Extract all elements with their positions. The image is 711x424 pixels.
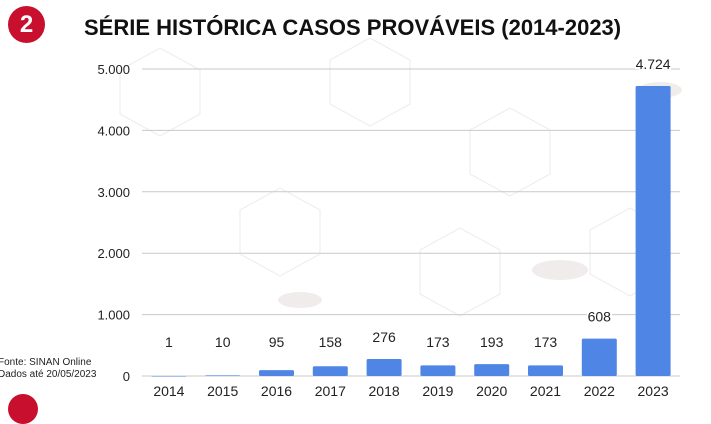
bar-2014 [151, 375, 187, 377]
value-label: 95 [269, 334, 285, 350]
value-label-halo: 608 [588, 309, 612, 325]
x-tick-label: 2018 [369, 383, 400, 399]
value-label-halo: 95 [269, 334, 285, 350]
y-tick-label: 1.000 [97, 308, 130, 323]
y-tick-label: 2.000 [97, 246, 130, 261]
x-tick-label: 2023 [638, 383, 669, 399]
x-tick-label: 2017 [315, 383, 346, 399]
chart-bars [151, 85, 671, 377]
x-tick-label: 2014 [153, 383, 184, 399]
x-tick-label: 2021 [530, 383, 561, 399]
bar-2015 [205, 375, 241, 376]
section-number-badge: 2 [8, 6, 45, 43]
value-label-halo: 276 [372, 329, 396, 345]
y-tick-label: 5.000 [97, 62, 130, 77]
y-axis-ticks: 0 1.000 2.000 3.000 4.000 5.000 [97, 62, 130, 384]
bar-2019 [420, 365, 456, 376]
chart-grid [142, 68, 680, 377]
value-label: 1 [165, 334, 173, 350]
bar-2021 [528, 365, 563, 376]
x-tick-label: 2019 [422, 383, 453, 399]
value-label-halo: 193 [480, 334, 504, 350]
bar-2018 [366, 359, 402, 376]
bar-2022 [581, 338, 617, 376]
x-tick-label: 2016 [261, 383, 292, 399]
value-label: 173 [426, 334, 450, 350]
value-label: 276 [372, 329, 396, 345]
value-label-halo: 10 [215, 334, 231, 350]
y-tick-label: 4.000 [97, 123, 130, 138]
value-label: 608 [588, 309, 612, 325]
value-label: 173 [534, 334, 558, 350]
value-label-halo: 173 [426, 334, 450, 350]
bar-2016 [259, 370, 294, 376]
source-line: Fonte: SINAN Online [0, 357, 92, 368]
value-label-halo: 4.724 [636, 56, 671, 72]
value-label-halo: 158 [319, 334, 343, 350]
value-label: 4.724 [636, 56, 671, 72]
chart-title: SÉRIE HISTÓRICA CASOS PROVÁVEIS (2014-20… [84, 15, 622, 40]
x-tick-label: 2022 [584, 383, 615, 399]
y-tick-label: 3.000 [97, 185, 130, 200]
value-label: 193 [480, 334, 504, 350]
bar-2023 [635, 85, 671, 376]
value-label: 158 [319, 334, 343, 350]
value-label-halo: 1 [165, 334, 173, 350]
data-date-line: Dados até 20/05/2023 [0, 369, 97, 380]
bar-2020 [474, 364, 510, 376]
bar-2017 [312, 366, 348, 376]
x-tick-label: 2015 [207, 383, 238, 399]
value-label-halo: 173 [534, 334, 558, 350]
source-note: Fonte: SINAN Online Dados até 20/05/2023 [0, 357, 96, 381]
value-label: 10 [215, 334, 231, 350]
x-axis-ticks: 2014 2015 2016 2017 2018 2019 2020 2021 2022 2023 [153, 383, 669, 399]
y-tick-label: 0 [123, 369, 130, 384]
x-tick-label: 2020 [476, 383, 507, 399]
